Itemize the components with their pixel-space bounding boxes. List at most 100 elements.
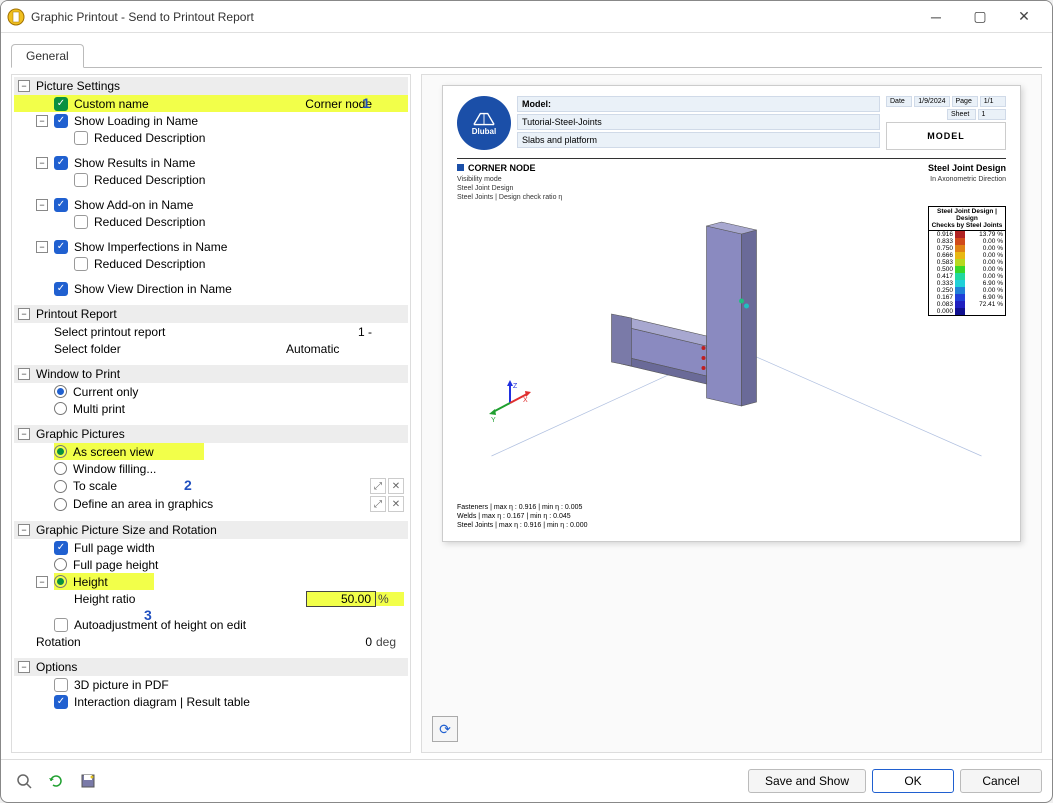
collapse-icon[interactable]: − xyxy=(18,661,30,673)
row-select-folder[interactable]: Select folder Automatic xyxy=(14,340,408,357)
checkbox-reduced-desc[interactable] xyxy=(74,257,88,271)
checkbox-reduced-desc[interactable] xyxy=(74,215,88,229)
radio-as-screen-view[interactable] xyxy=(54,445,67,458)
row-multi-print[interactable]: Multi print xyxy=(14,400,408,417)
hdr-project: Tutorial-Steel-Joints xyxy=(517,114,880,130)
collapse-icon[interactable]: − xyxy=(18,428,30,440)
row-define-area[interactable]: Define an area in graphics ⤢ ✕ xyxy=(14,495,408,513)
row-show-results[interactable]: − ✓ Show Results in Name xyxy=(14,154,408,171)
value-rotation[interactable]: 0 xyxy=(286,635,376,649)
reset-button[interactable] xyxy=(43,768,69,794)
checkbox-show-loading[interactable]: ✓ xyxy=(54,114,68,128)
unit: deg xyxy=(376,635,404,649)
row-height[interactable]: − Height xyxy=(54,573,154,590)
group-printout-report[interactable]: − Printout Report xyxy=(14,305,408,323)
collapse-icon[interactable]: − xyxy=(36,115,48,127)
row-select-report[interactable]: Select printout report 1 - xyxy=(14,323,408,340)
checkbox-show-view-direction[interactable]: ✓ xyxy=(54,282,68,296)
hdr-model-label: Model: xyxy=(522,99,551,109)
group-size-rotation[interactable]: − Graphic Picture Size and Rotation xyxy=(14,521,408,539)
row-full-width[interactable]: ✓ Full page width xyxy=(14,539,408,556)
collapse-icon[interactable]: − xyxy=(18,368,30,380)
tab-general[interactable]: General xyxy=(11,44,84,68)
radio-multi-print[interactable] xyxy=(54,402,67,415)
row-as-screen-view[interactable]: As screen view xyxy=(54,443,204,460)
row-window-filling[interactable]: Window filling... xyxy=(14,460,408,477)
minimize-button[interactable]: ─ xyxy=(914,3,958,31)
radio-to-scale[interactable] xyxy=(54,480,67,493)
hdr-slabs: Slabs and platform xyxy=(517,132,880,148)
row-autoadjust[interactable]: Autoadjustment of height on edit xyxy=(14,616,408,633)
checkbox-show-results[interactable]: ✓ xyxy=(54,156,68,170)
expand-icon[interactable]: ⤢ xyxy=(370,496,386,512)
checkbox-show-imperfections[interactable]: ✓ xyxy=(54,240,68,254)
label: 3D picture in PDF xyxy=(74,678,404,692)
content: − Picture Settings ✓ Custom name Corner … xyxy=(1,68,1052,759)
radio-define-area[interactable] xyxy=(54,498,67,511)
row-reduced-desc-2[interactable]: Reduced Description xyxy=(14,171,408,188)
group-options[interactable]: − Options xyxy=(14,658,408,676)
collapse-icon[interactable]: − xyxy=(36,241,48,253)
sub1: Visibility mode xyxy=(457,175,562,184)
row-full-height[interactable]: Full page height xyxy=(14,556,408,573)
ok-button[interactable]: OK xyxy=(872,769,954,793)
checkbox-full-width[interactable]: ✓ xyxy=(54,541,68,555)
row-height-ratio[interactable]: Height ratio 50.00 % xyxy=(14,590,408,608)
checkbox-reduced-desc[interactable] xyxy=(74,173,88,187)
save-and-show-button[interactable]: Save and Show xyxy=(748,769,866,793)
clear-icon[interactable]: ✕ xyxy=(388,496,404,512)
collapse-icon[interactable]: − xyxy=(36,199,48,211)
refresh-button[interactable]: ⟳ xyxy=(432,716,458,742)
row-reduced-desc-1[interactable]: Reduced Description xyxy=(14,129,408,146)
collapse-icon[interactable]: − xyxy=(18,524,30,536)
save-default-button[interactable] xyxy=(75,768,101,794)
value[interactable]: Automatic xyxy=(286,342,376,356)
clear-icon[interactable]: ✕ xyxy=(388,478,404,494)
group-window-to-print[interactable]: − Window to Print xyxy=(14,365,408,383)
dlubal-logo: Dlubal xyxy=(457,96,511,150)
radio-current-only[interactable] xyxy=(54,385,67,398)
row-to-scale[interactable]: To scale ⤢ ✕ xyxy=(14,477,408,495)
row-current-only[interactable]: Current only xyxy=(14,383,408,400)
titlebar: Graphic Printout - Send to Printout Repo… xyxy=(1,1,1052,33)
collapse-icon[interactable]: − xyxy=(36,576,48,588)
maximize-button[interactable]: ▢ xyxy=(958,3,1002,31)
row-interaction-diagram[interactable]: ✓ Interaction diagram | Result table xyxy=(14,693,408,710)
help-button[interactable] xyxy=(11,768,37,794)
label: Autoadjustment of height on edit xyxy=(74,618,404,632)
row-3d-pdf[interactable]: 3D picture in PDF xyxy=(14,676,408,693)
checkbox-custom-name[interactable]: ✓ xyxy=(54,97,68,111)
row-show-addon[interactable]: − ✓ Show Add-on in Name xyxy=(14,196,408,213)
collapse-icon[interactable]: − xyxy=(18,308,30,320)
checkbox-autoadjust[interactable] xyxy=(54,618,68,632)
hdr-sheet: 1 xyxy=(978,109,1007,120)
row-show-loading[interactable]: − ✓ Show Loading in Name xyxy=(14,112,408,129)
collapse-icon[interactable]: − xyxy=(18,80,30,92)
row-custom-name[interactable]: ✓ Custom name Corner node xyxy=(14,95,408,112)
radio-height[interactable] xyxy=(54,575,67,588)
label: Interaction diagram | Result table xyxy=(74,695,404,709)
checkbox-reduced-desc[interactable] xyxy=(74,131,88,145)
row-show-imperfections[interactable]: − ✓ Show Imperfections in Name xyxy=(14,238,408,255)
expand-icon[interactable]: ⤢ xyxy=(370,478,386,494)
row-reduced-desc-3[interactable]: Reduced Description xyxy=(14,213,408,230)
group-graphic-pictures[interactable]: − Graphic Pictures xyxy=(14,425,408,443)
row-show-view-direction[interactable]: ✓ Show View Direction in Name xyxy=(14,280,408,297)
cancel-button[interactable]: Cancel xyxy=(960,769,1042,793)
close-button[interactable]: ✕ xyxy=(1002,3,1046,31)
radio-window-filling[interactable] xyxy=(54,462,67,475)
value[interactable]: 1 - xyxy=(286,325,376,339)
window-title: Graphic Printout - Send to Printout Repo… xyxy=(31,10,914,24)
group-picture-settings[interactable]: − Picture Settings xyxy=(14,77,408,95)
row-rotation[interactable]: Rotation 0 deg xyxy=(14,633,408,650)
checkbox-interaction-diagram[interactable]: ✓ xyxy=(54,695,68,709)
checkbox-show-addon[interactable]: ✓ xyxy=(54,198,68,212)
label: Show Results in Name xyxy=(74,156,404,170)
checkbox-3d-pdf[interactable] xyxy=(54,678,68,692)
sub-info: Visibility mode Steel Joint Design Steel… xyxy=(457,175,562,202)
input-height-ratio[interactable]: 50.00 xyxy=(306,591,376,607)
collapse-icon[interactable]: − xyxy=(36,157,48,169)
radio-full-height[interactable] xyxy=(54,558,67,571)
hdr-model-box: MODEL xyxy=(886,122,1006,150)
row-reduced-desc-4[interactable]: Reduced Description xyxy=(14,255,408,272)
